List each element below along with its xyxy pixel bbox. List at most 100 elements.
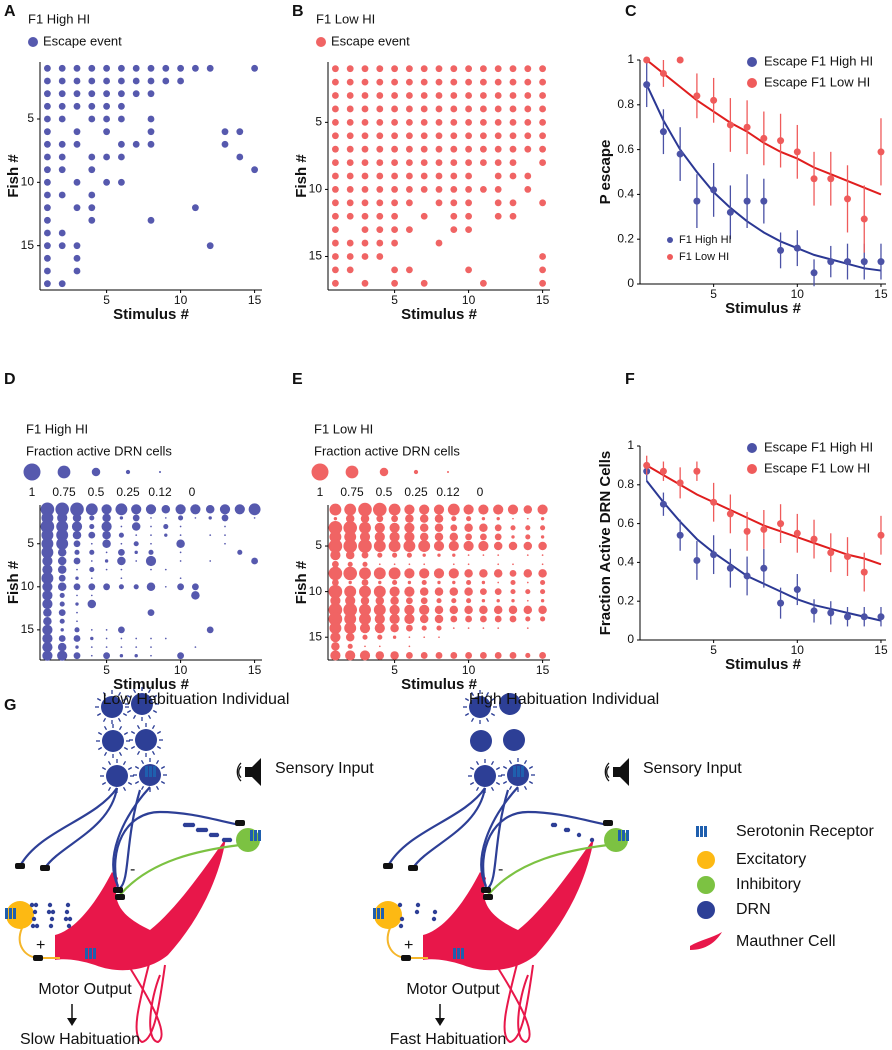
synapse-terminal (481, 887, 491, 893)
escape-dot (58, 90, 66, 98)
escape-dot (450, 226, 458, 234)
fraction-bubble (328, 566, 343, 581)
serotonin-receptor (700, 826, 703, 837)
escape-dot (58, 191, 66, 199)
fraction-bubble (179, 525, 182, 528)
fraction-bubble (345, 632, 355, 642)
size-legend-label: 0.5 (376, 485, 393, 499)
escape-dot (332, 253, 339, 260)
size-legend-label: 0.12 (148, 485, 172, 499)
fraction-bubble (344, 530, 357, 543)
activity-mark (97, 731, 103, 736)
fraction-bubble (161, 505, 171, 514)
fraction-bubble (358, 502, 372, 517)
escape-dot (332, 145, 339, 153)
fraction-bubble (120, 568, 123, 571)
activity-mark (126, 709, 132, 714)
fraction-bubble (42, 641, 53, 653)
data-point (760, 525, 768, 533)
fraction-bubble (331, 642, 340, 651)
fraction-bubble (348, 580, 352, 585)
vesicle (66, 923, 72, 929)
fraction-bubble (101, 521, 112, 532)
sound-wave (604, 762, 610, 782)
escape-dot (346, 199, 354, 207)
data-point (810, 607, 818, 615)
escape-dot (391, 92, 398, 99)
escape-dot (406, 118, 413, 126)
fraction-bubble (482, 627, 485, 629)
fraction-bubble (133, 584, 139, 590)
fraction-bubble (117, 556, 126, 566)
escape-dot (132, 77, 140, 85)
x-tick-label: 10 (791, 643, 805, 657)
x-tick-label: 10 (462, 663, 476, 677)
chart-title: F1 High HI (28, 11, 90, 26)
chart-title: F1 High HI (26, 421, 88, 436)
data-point (659, 128, 667, 136)
escape-dot (494, 132, 502, 140)
y-axis-label: Fish # (293, 154, 310, 198)
escape-dot (58, 153, 66, 161)
fraction-bubble (120, 577, 123, 580)
activity-mark (151, 750, 156, 756)
fraction-bubble (378, 645, 381, 648)
data-point (659, 500, 667, 508)
fraction-bubble (164, 533, 168, 537)
sign-label: + (404, 937, 413, 954)
fraction-bubble (73, 652, 81, 660)
arrow-head (67, 1018, 77, 1026)
escape-dot (88, 166, 96, 174)
activity-mark (103, 725, 108, 731)
activity-mark (523, 785, 528, 791)
fraction-bubble (90, 594, 93, 597)
escape-dot (465, 226, 472, 234)
serotonin-receptor (513, 766, 516, 777)
size-legend-label: 0.25 (116, 485, 140, 499)
fraction-bubble (328, 584, 343, 599)
data-point (877, 531, 885, 539)
escape-dot (494, 92, 502, 99)
activity-mark (523, 759, 528, 765)
escape-dot (44, 140, 51, 148)
fraction-bubble (42, 650, 53, 661)
escape-dot (420, 212, 428, 220)
fraction-bubble (479, 605, 488, 615)
escape-dot (361, 239, 369, 247)
fraction-bubble (237, 549, 243, 555)
fraction-bubble (343, 566, 358, 581)
size-legend-label: 0.5 (88, 485, 105, 499)
fraction-bubble (179, 560, 182, 562)
y-axis-label: P escape (597, 140, 614, 205)
drn-neuron (499, 693, 521, 715)
fraction-bubble (419, 523, 429, 533)
drn-neuron (469, 696, 491, 718)
escape-dot (361, 253, 369, 260)
escape-dot (450, 145, 458, 153)
fraction-bubble (344, 585, 357, 598)
size-legend-label: 0.12 (436, 485, 460, 499)
escape-dot (494, 65, 502, 73)
fraction-bubble (449, 605, 459, 615)
escape-dot (44, 267, 51, 275)
serotonin-receptor (5, 908, 8, 919)
synapse-terminal (33, 955, 43, 961)
fraction-bubble (404, 568, 415, 579)
escape-dot (420, 172, 428, 180)
serotonin-receptor (453, 948, 456, 959)
fraction-bubble (148, 549, 154, 555)
legend-label: F1 Low HI (679, 251, 729, 263)
escape-dot (406, 266, 413, 274)
escape-dot (509, 132, 517, 140)
escape-dot (332, 172, 339, 180)
escape-dot (465, 132, 472, 140)
speaker (613, 758, 629, 786)
escape-dot (147, 128, 155, 136)
escape-dot (435, 186, 443, 193)
y-tick-label: 15 (309, 249, 323, 263)
fraction-bubble (329, 622, 342, 635)
drn-neuron (135, 729, 157, 751)
mauthner-cell (423, 838, 594, 971)
escape-dot (361, 145, 369, 153)
escape-dot (376, 65, 384, 73)
